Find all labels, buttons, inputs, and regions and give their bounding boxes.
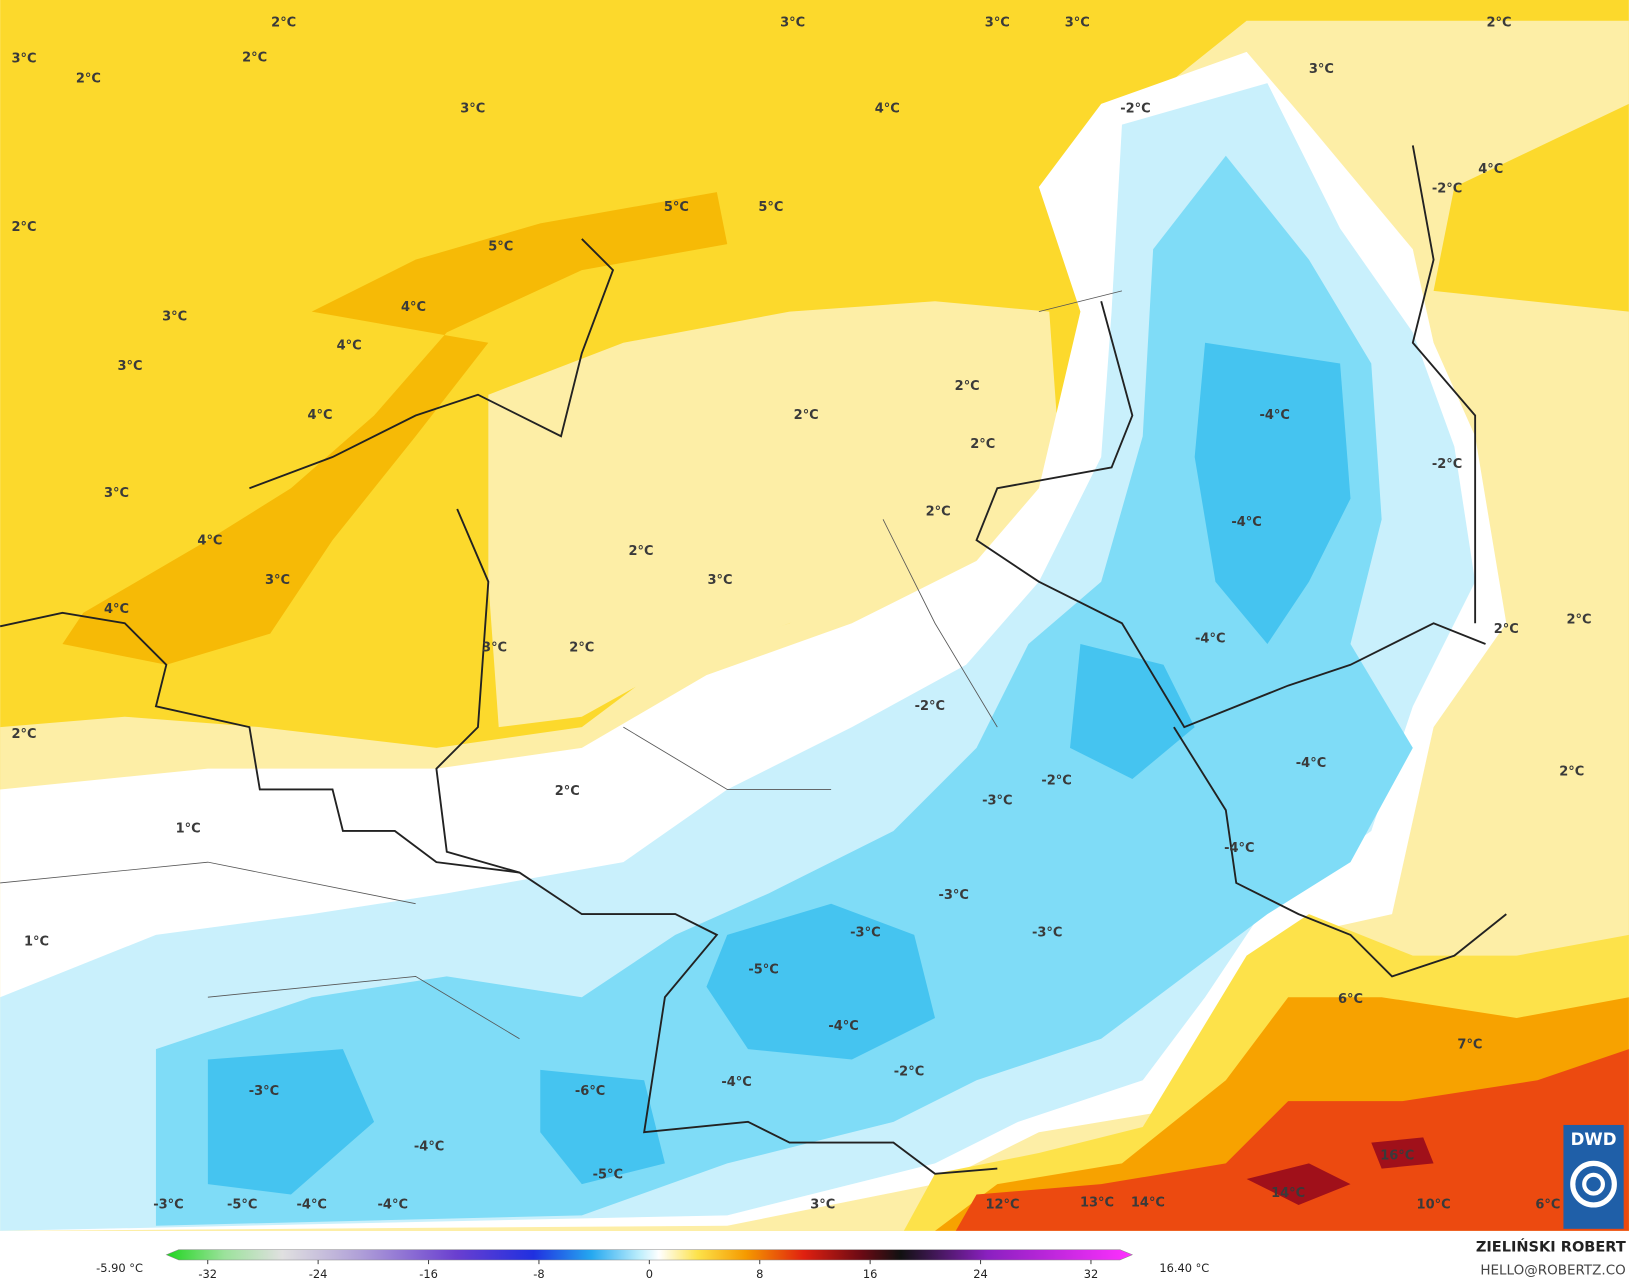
temperature-label: 3°C bbox=[460, 102, 485, 117]
temperature-label: -3°C bbox=[982, 793, 1012, 808]
colorbar-tick-label: 16 bbox=[863, 1267, 878, 1281]
temperature-label: 2°C bbox=[926, 505, 951, 520]
temperature-label: -2°C bbox=[1432, 457, 1462, 472]
temperature-label: 3°C bbox=[1065, 15, 1090, 30]
temperature-label: 7°C bbox=[1457, 1037, 1482, 1052]
colorbar-tick-label: 24 bbox=[973, 1267, 988, 1281]
temperature-label: -2°C bbox=[1120, 102, 1150, 117]
temperature-label: -5°C bbox=[593, 1167, 623, 1182]
temperature-label: 2°C bbox=[1487, 15, 1512, 30]
colorbar-ramp bbox=[165, 1249, 1134, 1261]
author: ZIELIŃSKI ROBERT bbox=[1476, 1238, 1626, 1256]
temperature-label: 2°C bbox=[955, 379, 980, 394]
temperature-label: 5°C bbox=[758, 200, 783, 215]
temperature-label: 3°C bbox=[117, 359, 142, 374]
temperature-label: -3°C bbox=[850, 925, 880, 940]
temperature-label: 5°C bbox=[488, 240, 513, 255]
temperature-label: 2°C bbox=[1559, 764, 1584, 779]
colorbar-tick-label: 0 bbox=[646, 1267, 653, 1281]
colorbar-tick-label: -16 bbox=[419, 1267, 438, 1281]
colorbar-tick-label: -8 bbox=[533, 1267, 544, 1281]
temperature-label: 6°C bbox=[1338, 992, 1363, 1007]
temperature-label: 2°C bbox=[12, 220, 37, 235]
temperature-label: 3°C bbox=[810, 1197, 835, 1212]
temperature-label: -6°C bbox=[575, 1084, 605, 1099]
temperature-label: 2°C bbox=[12, 727, 37, 742]
colorbar: -32 -24 -16 -8 0 8 16 24 32 bbox=[165, 1249, 1134, 1281]
temperature-label: 4°C bbox=[104, 602, 129, 617]
temperature-label: 2°C bbox=[555, 784, 580, 799]
temperature-label: -2°C bbox=[894, 1064, 924, 1079]
temperature-label: 16°C bbox=[1380, 1149, 1414, 1164]
temperature-label: -2°C bbox=[1432, 182, 1462, 197]
temperature-label: 5°C bbox=[664, 200, 689, 215]
min-value: -5.90 °C bbox=[96, 1261, 143, 1275]
temperature-label: 3°C bbox=[162, 309, 187, 324]
temperature-label: 2°C bbox=[629, 544, 654, 559]
temperature-field bbox=[0, 0, 1629, 1231]
temperature-labels: 3°C 2°C 2°C 2°C 3°C 3°C 3°C 3°C 2°C 4°C -2°C 3°C 4°C… bbox=[12, 15, 1592, 1212]
borders bbox=[0, 145, 1507, 1175]
colorbar-tick-label: -32 bbox=[198, 1267, 217, 1281]
colorbar-tick-label: -24 bbox=[309, 1267, 328, 1281]
logo-swirl bbox=[1570, 1160, 1617, 1208]
temperature-label: -4°C bbox=[1231, 515, 1261, 530]
temperature-label: -3°C bbox=[153, 1197, 183, 1212]
temperature-label: -3°C bbox=[938, 888, 968, 903]
temperature-label: 4°C bbox=[337, 338, 362, 353]
colorbar-tick-label: 8 bbox=[756, 1267, 763, 1281]
temperature-label: 2°C bbox=[569, 641, 594, 656]
temperature-label: -4°C bbox=[828, 1019, 858, 1034]
temperature-label: -4°C bbox=[1224, 841, 1254, 856]
logo-swirl bbox=[1582, 1172, 1605, 1196]
temperature-label: -4°C bbox=[1296, 756, 1326, 771]
temperature-label: 14°C bbox=[1131, 1195, 1165, 1210]
temperature-label: -4°C bbox=[1259, 408, 1289, 423]
temperature-label: 14°C bbox=[1271, 1186, 1305, 1201]
temperature-label: 3°C bbox=[780, 15, 805, 30]
temperature-label: 4°C bbox=[875, 102, 900, 117]
temperature-label: -3°C bbox=[1032, 925, 1062, 940]
temperature-label: 1°C bbox=[24, 935, 49, 950]
logo-text: DWD bbox=[1571, 1130, 1617, 1149]
temperature-label: 10°C bbox=[1417, 1197, 1451, 1212]
temperature-label: -4°C bbox=[297, 1197, 327, 1212]
temperature-label: 2°C bbox=[271, 15, 296, 30]
temperature-label: -4°C bbox=[1195, 631, 1225, 646]
colorbar-tick-label: 32 bbox=[1084, 1267, 1099, 1281]
max-value: 16.40 °C bbox=[1159, 1261, 1209, 1275]
temperature-label: -4°C bbox=[414, 1139, 444, 1154]
temperature-label: 3°C bbox=[104, 486, 129, 501]
temperature-label: 4°C bbox=[197, 534, 222, 549]
temperature-label: 3°C bbox=[707, 573, 732, 588]
temperature-label: 3°C bbox=[265, 573, 290, 588]
temperature-label: 2°C bbox=[1494, 622, 1519, 637]
contact: HELLO@ROBERTZ.CO bbox=[1480, 1262, 1625, 1278]
temperature-label: -5°C bbox=[227, 1197, 257, 1212]
temperature-label: 4°C bbox=[308, 408, 333, 423]
temperature-label: 4°C bbox=[401, 300, 426, 315]
temperature-label: 3°C bbox=[12, 52, 37, 67]
temperature-label: -2°C bbox=[1041, 774, 1071, 789]
temperature-label: 2°C bbox=[794, 408, 819, 423]
temperature-label: 2°C bbox=[970, 437, 995, 452]
temperature-label: -3°C bbox=[249, 1084, 279, 1099]
temperature-label: 4°C bbox=[1478, 162, 1503, 177]
temperature-label: 2°C bbox=[76, 71, 101, 86]
temperature-label: 1°C bbox=[176, 821, 201, 836]
temperature-label: 2°C bbox=[242, 51, 267, 66]
temperature-label: -2°C bbox=[915, 699, 945, 714]
temperature-label: 3°C bbox=[985, 15, 1010, 30]
temperature-label: 3°C bbox=[1309, 62, 1334, 77]
temperature-label: 12°C bbox=[985, 1197, 1019, 1212]
temperature-label: 13°C bbox=[1080, 1195, 1114, 1210]
temperature-label: 6°C bbox=[1535, 1197, 1560, 1212]
temperature-label: 3°C bbox=[482, 641, 507, 656]
temperature-label: -4°C bbox=[378, 1197, 408, 1212]
temperature-label: -4°C bbox=[721, 1075, 751, 1090]
temperature-label: 2°C bbox=[1566, 613, 1591, 628]
temperature-label: -5°C bbox=[748, 963, 778, 978]
